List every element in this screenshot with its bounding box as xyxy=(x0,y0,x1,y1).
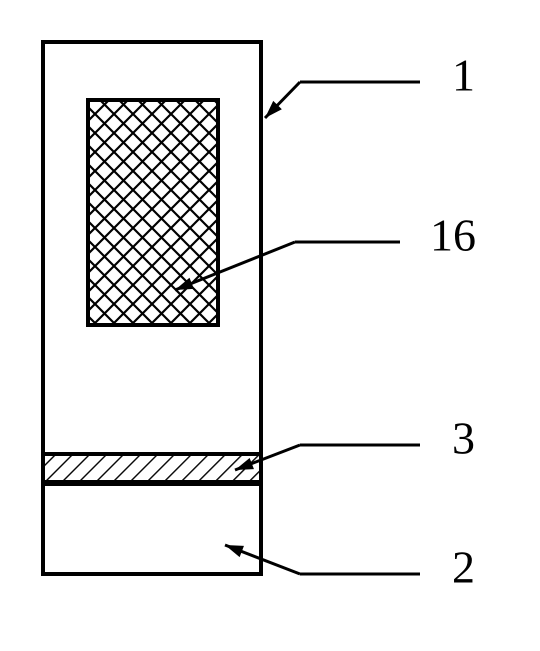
label-2: 2 xyxy=(452,542,475,593)
part-16-rect xyxy=(88,100,218,325)
label-3: 3 xyxy=(452,413,475,464)
label-1: 1 xyxy=(452,50,475,101)
part-3-rect xyxy=(43,454,261,484)
label-16: 16 xyxy=(430,210,476,261)
part-2-rect xyxy=(43,484,261,574)
